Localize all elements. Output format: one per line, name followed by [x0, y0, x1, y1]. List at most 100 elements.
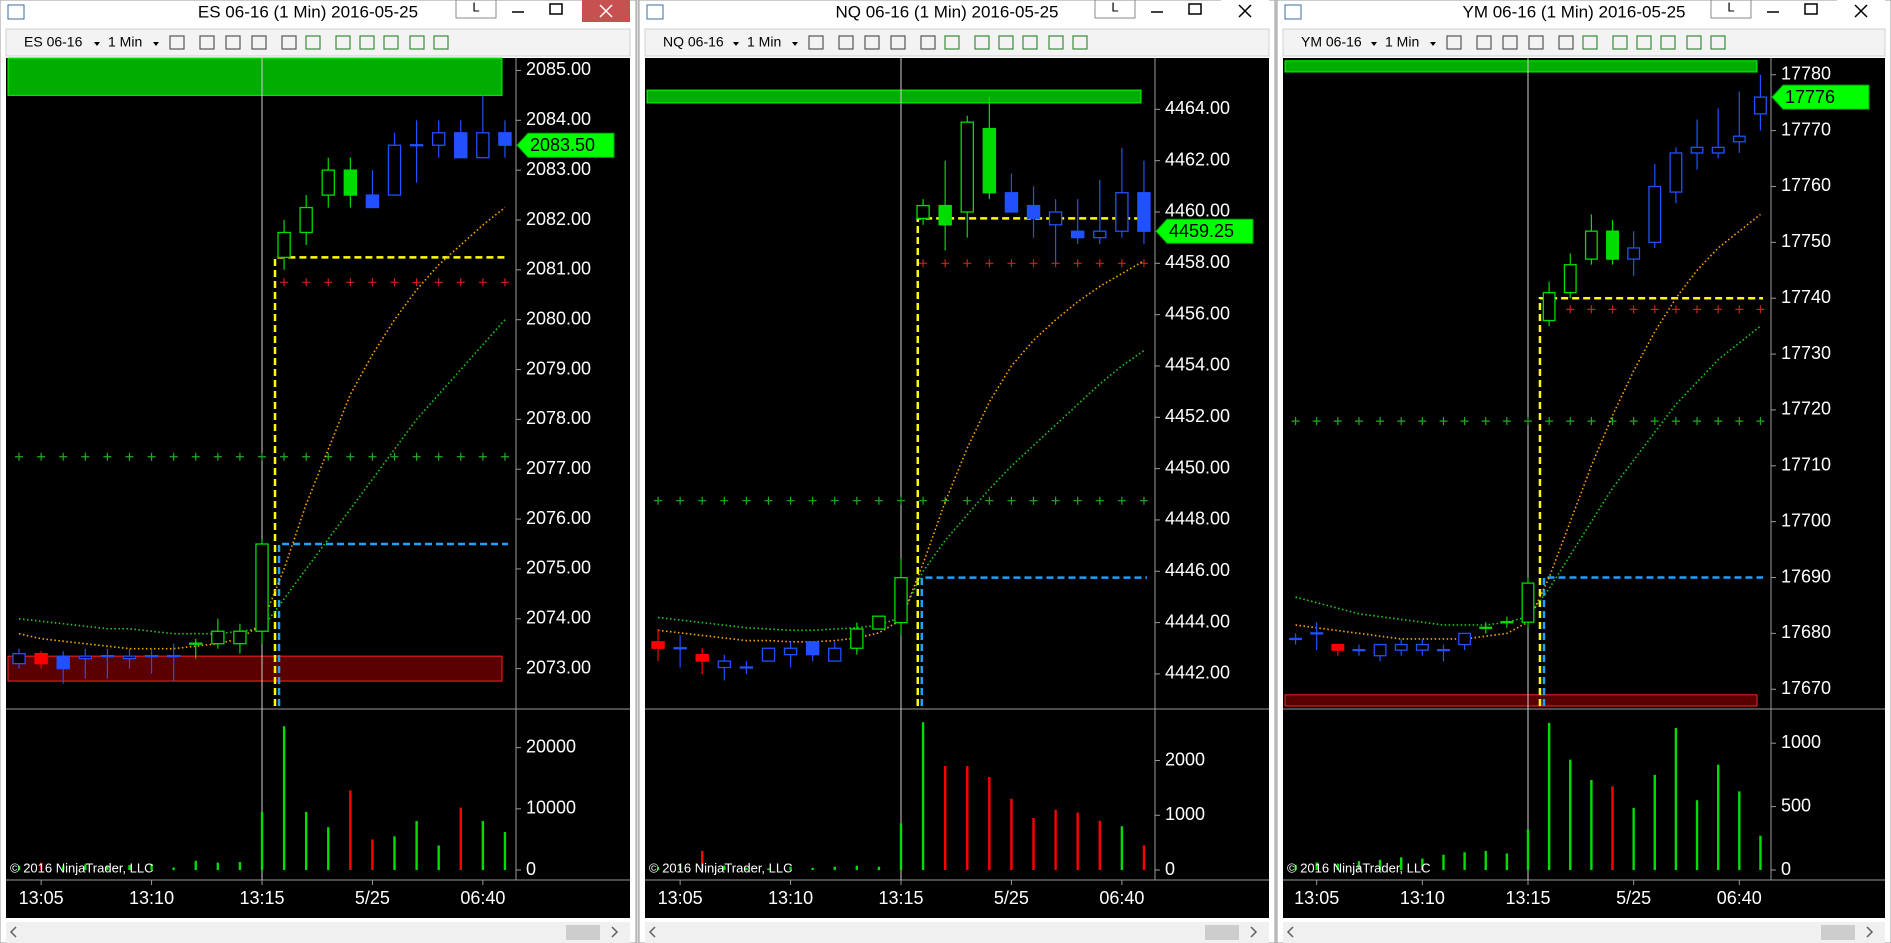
candle-body — [211, 630, 225, 645]
maximize-button[interactable] — [1804, 3, 1818, 15]
toolbar-icon[interactable] — [1636, 35, 1652, 50]
candle-body — [1394, 643, 1408, 651]
toolbar-icon[interactable] — [998, 35, 1014, 50]
toolbar-icon[interactable] — [1528, 35, 1544, 50]
candle-body — [1753, 96, 1767, 115]
toolbar-icon[interactable] — [944, 35, 960, 50]
x-tick-label: 13:05 — [1294, 888, 1339, 908]
toolbar-icon[interactable] — [199, 35, 215, 50]
toolbar-icon[interactable] — [433, 35, 449, 50]
layout-button[interactable] — [1094, 0, 1136, 19]
scroll-left[interactable] — [648, 926, 656, 938]
toolbar-icon[interactable] — [383, 35, 399, 50]
volume-bar — [811, 867, 814, 870]
candle-body — [1500, 621, 1514, 624]
layout-button-label: L — [1111, 0, 1118, 14]
volume-bar — [1294, 864, 1297, 870]
candle-body — [739, 666, 754, 669]
scrollbar-thumb[interactable] — [1821, 925, 1855, 940]
volume-bar — [327, 827, 330, 870]
volume-bar — [349, 790, 352, 870]
x-tick-label: 13:15 — [878, 888, 923, 908]
candle-body — [695, 654, 709, 662]
y-tick-label: 2074.00 — [526, 608, 591, 628]
toolbar-icon[interactable] — [1022, 35, 1038, 50]
chart-background — [1283, 58, 1885, 918]
scroll-right[interactable] — [611, 926, 619, 938]
candle-body — [1669, 152, 1683, 193]
toolbar-icon[interactable] — [335, 35, 351, 50]
volume-bar — [1378, 859, 1382, 870]
y-tick-label: 2077.00 — [526, 458, 591, 478]
instrument-selector[interactable]: YM 06-16 — [1301, 34, 1362, 50]
toolbar-icon[interactable] — [305, 35, 321, 50]
toolbar-icon[interactable] — [1502, 35, 1518, 50]
maximize-button[interactable] — [549, 3, 563, 15]
toolbar-icon[interactable] — [1582, 35, 1598, 50]
scrollbar[interactable] — [1283, 922, 1885, 943]
x-tick-label: 13:10 — [129, 888, 174, 908]
y-tick-label: 2085.00 — [526, 59, 591, 79]
toolbar-icon[interactable] — [1476, 35, 1492, 50]
instrument-selector[interactable]: NQ 06-16 — [663, 34, 724, 50]
toolbar-icon[interactable] — [1048, 35, 1064, 50]
toolbar-icon[interactable] — [808, 35, 824, 50]
volume-bar — [921, 722, 925, 870]
toolbar-icon[interactable] — [359, 35, 375, 50]
yellow-step-line — [1538, 296, 1763, 706]
toolbar-icon[interactable] — [1072, 35, 1088, 50]
volume-bar — [481, 821, 485, 870]
volume-tick-label: 0 — [1165, 859, 1175, 879]
layout-button[interactable] — [455, 0, 497, 19]
maximize-button[interactable] — [1188, 3, 1202, 15]
y-tick-label: 4460.00 — [1165, 201, 1230, 221]
volume-bar — [106, 865, 109, 870]
toolbar-icon[interactable] — [1446, 35, 1462, 50]
toolbar-icon[interactable] — [409, 35, 425, 50]
candle-body — [1690, 146, 1704, 154]
interval-selector[interactable]: 1 Min — [108, 34, 142, 50]
y-tick-label: 17750 — [1781, 231, 1831, 251]
y-tick-label: 4452.00 — [1165, 406, 1230, 426]
scrollbar[interactable] — [6, 922, 630, 943]
last-price-label: 4459.25 — [1169, 221, 1234, 241]
candle-body — [717, 660, 732, 669]
chart-background — [6, 58, 630, 918]
scrollbar-thumb[interactable] — [566, 925, 600, 940]
toolbar-icon[interactable] — [838, 35, 854, 50]
interval-selector[interactable]: 1 Min — [1385, 34, 1419, 50]
candle-body — [1331, 643, 1345, 651]
close-button[interactable] — [1854, 4, 1868, 18]
volume-bar — [459, 807, 462, 870]
toolbar-icon[interactable] — [1612, 35, 1628, 50]
close-button[interactable] — [1238, 4, 1252, 18]
layout-button[interactable] — [1710, 0, 1752, 19]
toolbar-icon[interactable] — [890, 35, 906, 50]
instrument-selector[interactable]: ES 06-16 — [24, 34, 83, 50]
toolbar-icon[interactable] — [1686, 35, 1702, 50]
toolbar-icon[interactable] — [920, 35, 936, 50]
candle-body — [1584, 230, 1598, 260]
candle-body — [1093, 230, 1107, 239]
toolbar-icon[interactable] — [281, 35, 297, 50]
toolbar-icon[interactable] — [225, 35, 241, 50]
candle-body — [1458, 632, 1472, 646]
toolbar-icon[interactable] — [864, 35, 880, 50]
scroll-right[interactable] — [1250, 926, 1258, 938]
volume-bar — [1315, 862, 1318, 870]
scrollbar-thumb[interactable] — [1205, 925, 1239, 940]
scroll-left[interactable] — [1286, 926, 1294, 938]
toolbar-icon[interactable] — [1660, 35, 1676, 50]
toolbar-icon[interactable] — [1558, 35, 1574, 50]
interval-selector[interactable]: 1 Min — [747, 34, 781, 50]
toolbar-icon[interactable] — [251, 35, 267, 50]
volume-bar — [1442, 854, 1445, 870]
close-button[interactable] — [599, 4, 613, 18]
toolbar-icon[interactable] — [974, 35, 990, 50]
toolbar-icon[interactable] — [1710, 35, 1726, 50]
scroll-left[interactable] — [9, 926, 17, 938]
y-tick-label: 4462.00 — [1165, 149, 1230, 169]
scrollbar[interactable] — [645, 922, 1269, 943]
scroll-right[interactable] — [1866, 926, 1874, 938]
toolbar-icon[interactable] — [169, 35, 185, 50]
